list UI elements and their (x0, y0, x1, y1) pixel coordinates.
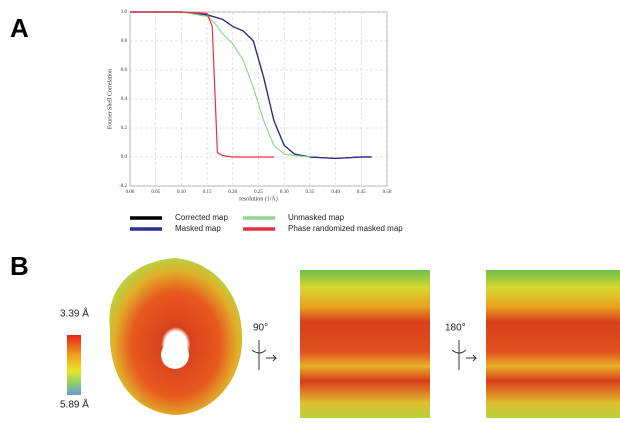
series-line (130, 11, 274, 158)
rotation-label: 180° (445, 323, 466, 334)
y-tick-label: 0.6 (121, 68, 128, 73)
x-axis-label: resolution (1/Å) (239, 194, 278, 202)
x-tick-label: 0.25 (254, 190, 263, 195)
color-scale (67, 335, 81, 395)
series-line (130, 11, 310, 158)
y-tick-label: 0.2 (121, 126, 128, 131)
x-tick-label: 0.10 (177, 190, 186, 195)
density-maps: 3.39 Å 5.89 Å 90° 180° (60, 258, 620, 418)
series-line (130, 11, 372, 160)
map-pore (161, 341, 189, 369)
x-tick-label: 0.40 (331, 190, 340, 195)
y-axis-label: Fourier Shell Correlation (107, 69, 113, 129)
rotate-icon (451, 340, 478, 370)
legend-label: Unmasked map (288, 213, 345, 222)
x-tick-label: 0.20 (228, 190, 237, 195)
x-tick-label: 0.00 (126, 190, 135, 195)
panel-label: A (10, 13, 29, 43)
scale-label: 5.89 Å (60, 398, 89, 411)
rotation-label: 90° (253, 323, 268, 334)
y-tick-label: -0.2 (119, 184, 127, 189)
rotate-icon (251, 340, 278, 370)
panel-label: B (10, 251, 29, 281)
x-tick-label: 0.15 (203, 190, 212, 195)
map-top-view (109, 258, 243, 415)
x-tick-label: 0.50 (383, 190, 392, 195)
y-tick-label: 1.0 (121, 10, 128, 15)
series-line (130, 11, 372, 160)
legend-label: Corrected map (175, 213, 228, 222)
x-tick-label: 0.30 (280, 190, 289, 195)
legend-label: Phase randomized masked map (288, 224, 403, 233)
y-tick-label: 0.4 (121, 97, 128, 102)
fsc-chart: -0.2 0.0 0.2 0.4 0.6 0.8 1.0 0.00 0.05 0.10 0.15 0.… (107, 10, 403, 233)
x-tick-label: 0.45 (357, 190, 366, 195)
legend-label: Masked map (175, 224, 221, 233)
scale-label: 3.39 Å (60, 307, 89, 320)
map-side-view (300, 270, 430, 418)
y-tick-label: 0.8 (121, 39, 128, 44)
y-tick-label: 0.0 (121, 155, 128, 160)
map-side-view (486, 270, 620, 418)
x-tick-label: 0.35 (306, 190, 315, 195)
x-tick-label: 0.05 (151, 190, 160, 195)
